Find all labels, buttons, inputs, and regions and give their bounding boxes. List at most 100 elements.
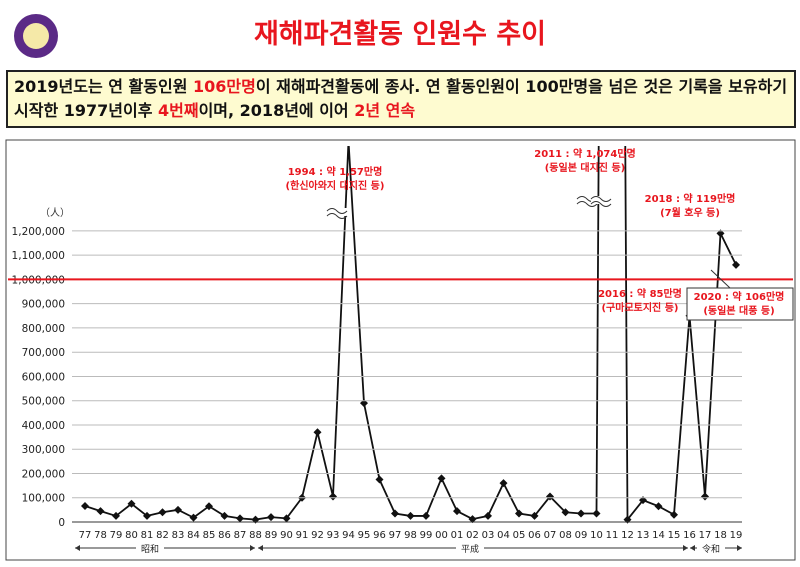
x-tick-label: 11 [606, 530, 619, 541]
axis-break [577, 196, 597, 204]
data-point [499, 479, 508, 488]
x-tick-label: 05 [513, 530, 526, 541]
data-point [530, 511, 539, 520]
summary-text: 이 재해파견활동에 종사. 연 활동인원이 100만명을 넘은 것은 기록을 보… [14, 77, 788, 120]
x-tick-label: 19 [730, 530, 743, 541]
annotation: (구마모토지진 등) [601, 301, 678, 314]
data-point [282, 514, 291, 523]
era-label: 令和 [702, 543, 720, 555]
data-point [313, 428, 322, 437]
x-tick-label: 98 [404, 530, 417, 541]
axis-break [327, 208, 347, 216]
data-point [81, 501, 89, 510]
data-point [561, 508, 570, 517]
data-point [468, 515, 477, 524]
x-tick-label: 07 [544, 530, 557, 541]
data-point [220, 511, 229, 520]
x-tick-label: 15 [668, 530, 681, 541]
y-tick-label: 800,000 [22, 323, 65, 335]
x-tick-label: 77 [79, 530, 92, 541]
data-point [484, 511, 492, 520]
x-tick-label: 02 [466, 530, 479, 541]
x-tick-label: 10 [590, 530, 603, 541]
data-point [143, 511, 151, 520]
x-tick-label: 96 [373, 530, 386, 541]
y-tick-label: 100,000 [22, 493, 65, 505]
x-tick-label: 04 [497, 530, 510, 541]
annotation-leader [710, 269, 731, 289]
x-tick-label: 14 [652, 530, 665, 541]
data-point [189, 513, 198, 522]
data-point [127, 499, 136, 508]
data-point [96, 507, 105, 516]
x-tick-label: 99 [420, 530, 433, 541]
annotation: 1994 : 약 1,57만명 [288, 165, 383, 178]
data-point [732, 260, 740, 269]
data-point [406, 511, 415, 520]
era-label: 平成 [461, 543, 479, 555]
y-tick-label: 200,000 [22, 468, 65, 480]
x-tick-label: 92 [311, 530, 324, 541]
data-point [112, 511, 120, 520]
summary-text: 2019년도는 연 활동인원 [14, 77, 194, 96]
x-tick-label: 84 [187, 530, 200, 541]
x-tick-label: 91 [296, 530, 309, 541]
y-tick-label: 600,000 [22, 371, 65, 383]
chart-frame [5, 139, 796, 561]
x-tick-label: 88 [249, 530, 262, 541]
x-tick-label: 86 [218, 530, 231, 541]
data-point [654, 502, 663, 511]
data-point [437, 474, 446, 483]
annotation: (동일본 대지진 등) [545, 161, 626, 174]
data-point [174, 505, 182, 514]
y-tick-label: 0 [58, 517, 65, 529]
y-tick-label: 1,100,000 [12, 250, 65, 262]
x-tick-label: 13 [637, 530, 650, 541]
summary-text: 이며, 2018년에 이어 [198, 101, 355, 120]
x-tick-label: 08 [559, 530, 572, 541]
x-tick-label: 78 [94, 530, 107, 541]
annotation: (동일본 대풍 등) [703, 304, 774, 317]
annotation: (7월 호우 등) [660, 206, 720, 219]
axis-break [591, 196, 611, 204]
data-point [453, 507, 461, 516]
data-point [546, 492, 554, 501]
y-tick-label: 400,000 [22, 420, 65, 432]
annotation: 2016 : 약 85만명 [598, 287, 682, 300]
annotation: 2018 : 약 119만명 [645, 192, 736, 205]
data-point [345, 137, 353, 145]
x-tick-label: 09 [575, 530, 588, 541]
y-unit: （人） [40, 207, 70, 219]
y-tick-label: 1,200,000 [12, 226, 65, 238]
y-tick-label: 500,000 [22, 396, 65, 408]
data-point [205, 502, 213, 511]
summary: 2019년도는 연 활동인원 106만명이 재해파견활동에 종사. 연 활동인원… [6, 70, 796, 128]
x-tick-label: 93 [327, 530, 340, 541]
x-tick-label: 12 [621, 530, 634, 541]
x-tick-label: 03 [482, 530, 495, 541]
x-tick-label: 83 [172, 530, 185, 541]
data-point [592, 509, 601, 518]
slide-title: 재해파견활동 인원수 추이 [253, 19, 547, 50]
summary-text: 106만명 [193, 77, 256, 96]
x-tick-label: 97 [389, 530, 402, 541]
data-point [267, 513, 275, 522]
y-tick-label: 300,000 [22, 444, 65, 456]
annotation-box [686, 287, 794, 321]
summary-text: 4번째 [158, 101, 199, 120]
x-tick-label: 00 [435, 530, 448, 541]
x-tick-label: 87 [234, 530, 247, 541]
data-point [391, 509, 399, 518]
data-point [422, 511, 430, 520]
data-point [701, 492, 709, 501]
annotation: 2020 : 약 106만명 [694, 290, 785, 303]
axis-break [326, 208, 348, 219]
data-point [329, 492, 337, 501]
x-tick-label: 94 [342, 530, 355, 541]
x-tick-label: 80 [125, 530, 138, 541]
x-tick-label: 79 [110, 530, 123, 541]
x-tick-label: 82 [156, 530, 169, 541]
x-tick-label: 85 [203, 530, 216, 541]
